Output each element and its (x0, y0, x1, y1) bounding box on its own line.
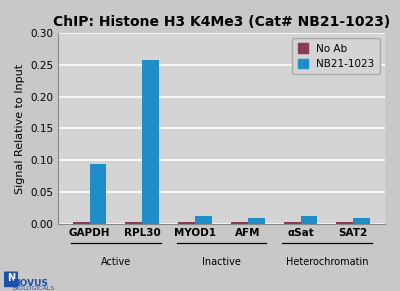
Bar (284, 222, 300, 224)
Bar (126, 222, 142, 224)
Text: BIOLOGICALS: BIOLOGICALS (12, 286, 54, 291)
Text: NOVUS: NOVUS (12, 279, 48, 288)
Text: N: N (7, 274, 15, 283)
Legend: No Ab, NB21-1023: No Ab, NB21-1023 (292, 38, 380, 74)
Bar (195, 217, 212, 224)
Bar (336, 222, 353, 224)
Text: Active: Active (101, 258, 131, 267)
Bar (90, 164, 106, 224)
Text: Heterochromatin: Heterochromatin (286, 258, 368, 267)
Title: ChIP: Histone H3 K4Me3 (Cat# NB21-1023): ChIP: Histone H3 K4Me3 (Cat# NB21-1023) (53, 15, 390, 29)
Bar (248, 218, 265, 224)
Bar (178, 222, 195, 224)
Y-axis label: Signal Relative to Input: Signal Relative to Input (15, 63, 25, 194)
Text: Inactive: Inactive (202, 258, 241, 267)
Bar (300, 217, 317, 224)
Bar (73, 222, 90, 224)
Bar (142, 60, 159, 224)
FancyBboxPatch shape (4, 272, 18, 287)
Bar (231, 222, 248, 224)
Bar (353, 218, 370, 224)
